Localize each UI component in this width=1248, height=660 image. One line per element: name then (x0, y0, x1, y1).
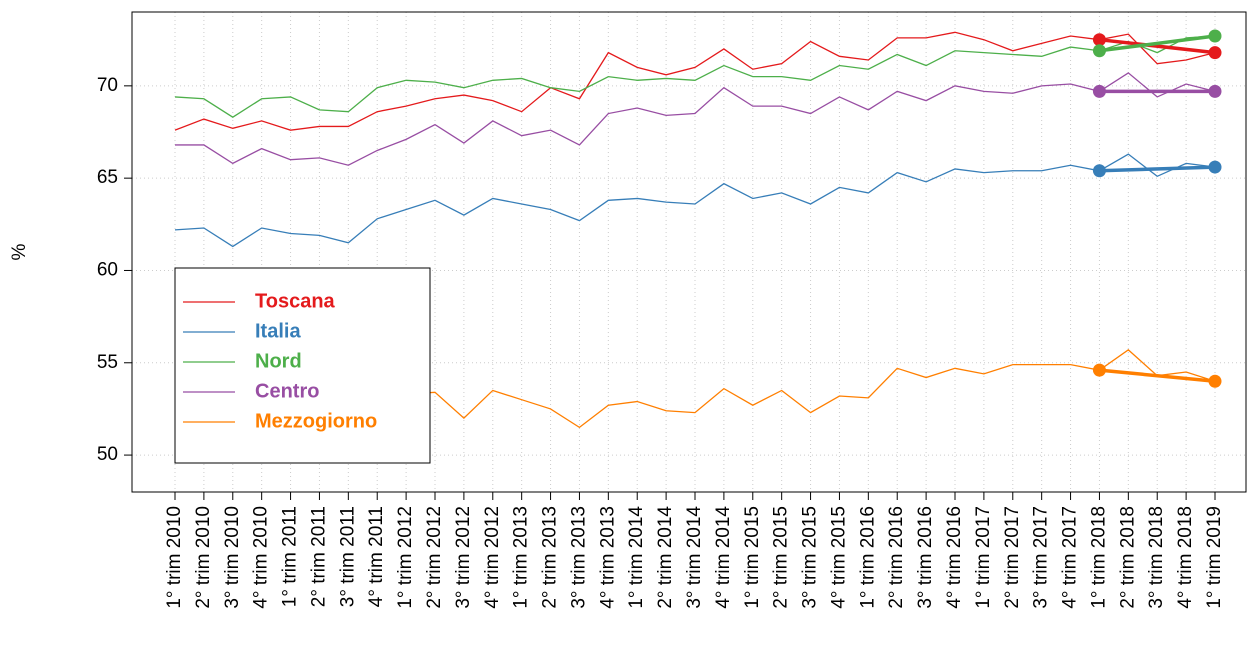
y-tick-label: 60 (97, 259, 118, 280)
highlight-segment (1099, 34, 1216, 53)
highlight-point (1092, 44, 1106, 58)
x-tick-label: 1° trim 2010 (164, 506, 185, 609)
highlight-point (1208, 160, 1222, 174)
series-line (175, 72, 1216, 166)
series-line (174, 153, 1216, 248)
x-tick-label: 1° trim 2019 (1204, 506, 1225, 609)
highlight-point (1092, 164, 1106, 178)
x-tick-label: 4° trim 2012 (482, 506, 503, 609)
x-tick-label: 3° trim 2018 (1146, 506, 1167, 609)
x-tick-label: 4° trim 2017 (1060, 506, 1081, 609)
y-axis-label: % (9, 243, 30, 260)
highlight-segment (1099, 368, 1216, 383)
x-tick-label: 1° trim 2014 (626, 506, 647, 609)
x-tick-label: 2° trim 2011 (308, 506, 329, 607)
x-tick-label: 1° trim 2016 (857, 506, 878, 609)
x-tick-label: 4° trim 2014 (713, 506, 734, 609)
highlight-point (1208, 29, 1222, 43)
x-tick-label: 2° trim 2016 (886, 506, 907, 609)
x-tick-label: 3° trim 2016 (915, 506, 936, 609)
x-tick-label: 3° trim 2010 (222, 506, 243, 609)
y-tick-label: 55 (97, 352, 118, 373)
highlight-point (1092, 363, 1106, 377)
x-tick-label: 3° trim 2014 (684, 506, 705, 609)
y-tick-label: 70 (97, 75, 118, 96)
x-tick-label: 2° trim 2012 (424, 506, 445, 609)
y-tick-label: 65 (97, 167, 118, 188)
x-tick-label: 4° trim 2011 (366, 506, 387, 607)
x-tick-label: 4° trim 2013 (597, 506, 618, 609)
x-tick-label: 3° trim 2013 (568, 506, 589, 609)
legend-label: Mezzogiorno (255, 410, 377, 432)
x-tick-label: 3° trim 2017 (1031, 506, 1052, 609)
x-tick-label: 2° trim 2014 (655, 506, 676, 609)
highlight-segment (1099, 37, 1216, 55)
x-tick-label: 2° trim 2010 (193, 506, 214, 609)
series-line (174, 31, 1216, 131)
x-tick-label: 3° trim 2012 (453, 506, 474, 609)
y-tick-label: 50 (97, 444, 118, 465)
x-tick-label: 1° trim 2015 (742, 506, 763, 609)
highlight-point (1208, 374, 1222, 388)
highlight-segment (1099, 165, 1216, 173)
legend-label: Toscana (255, 290, 336, 312)
x-tick-label: 3° trim 2015 (800, 506, 821, 609)
highlight-point (1208, 84, 1222, 98)
x-tick-label: 2° trim 2013 (540, 506, 561, 609)
highlight-point (1092, 33, 1106, 47)
legend-label: Italia (255, 320, 301, 342)
highlight-point (1092, 84, 1106, 98)
series-line (174, 35, 1216, 119)
x-tick-label: 1° trim 2013 (511, 506, 532, 609)
x-tick-label: 3° trim 2011 (337, 506, 358, 607)
x-tick-label: 1° trim 2018 (1088, 506, 1109, 609)
x-tick-label: 4° trim 2018 (1175, 506, 1196, 609)
x-tick-label: 1° trim 2011 (280, 506, 301, 607)
x-tick-label: 2° trim 2017 (1002, 506, 1023, 609)
x-tick-label: 1° trim 2012 (395, 506, 416, 609)
plot-frame (131, 11, 1247, 493)
x-tick-label: 1° trim 2017 (973, 506, 994, 609)
highlight-point (1208, 46, 1222, 60)
x-tick-label: 4° trim 2010 (251, 506, 272, 609)
legend-label: Centro (255, 380, 319, 402)
x-tick-label: 2° trim 2015 (771, 506, 792, 609)
legend-box (174, 267, 431, 464)
x-tick-label: 4° trim 2015 (828, 506, 849, 609)
legend-label: Nord (255, 350, 302, 372)
x-tick-label: 2° trim 2018 (1117, 506, 1138, 609)
x-tick-label: 4° trim 2016 (944, 506, 965, 609)
